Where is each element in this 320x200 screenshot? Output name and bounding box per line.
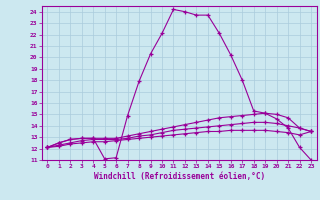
X-axis label: Windchill (Refroidissement éolien,°C): Windchill (Refroidissement éolien,°C) — [94, 172, 265, 181]
